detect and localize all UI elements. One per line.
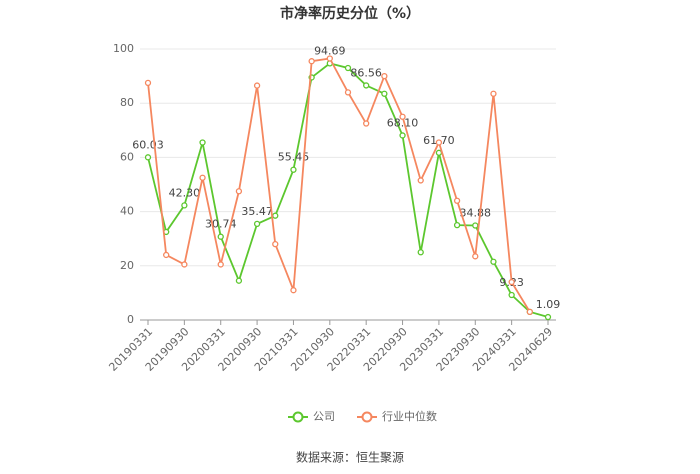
point xyxy=(344,89,352,96)
legend-marker xyxy=(292,411,304,423)
point xyxy=(181,202,188,209)
point xyxy=(363,82,370,89)
point xyxy=(381,90,388,97)
point xyxy=(435,139,443,146)
point xyxy=(235,277,243,284)
point xyxy=(453,197,461,204)
y-tick-label: 100 xyxy=(113,42,134,55)
point xyxy=(508,291,515,299)
point xyxy=(144,154,152,161)
data-label: 68.10 xyxy=(387,116,419,129)
point xyxy=(253,82,261,89)
point xyxy=(308,58,315,65)
point xyxy=(272,240,279,248)
point xyxy=(544,313,552,321)
series-line xyxy=(147,57,531,313)
point xyxy=(472,222,479,229)
source: 数据来源：恒生聚源 xyxy=(296,450,404,465)
data-label: 60.03 xyxy=(132,138,164,151)
point xyxy=(453,221,461,229)
y-tick-label: 60 xyxy=(120,150,134,163)
legend-label: 行业中位数 xyxy=(382,409,437,423)
data-label: 1.09 xyxy=(536,298,561,311)
point xyxy=(199,139,206,146)
data-label: 34.88 xyxy=(460,206,492,219)
point xyxy=(417,249,424,256)
point xyxy=(290,166,297,173)
series-line xyxy=(147,62,549,318)
point xyxy=(490,258,497,265)
point xyxy=(235,188,243,195)
point xyxy=(199,174,206,181)
data-label: 55.45 xyxy=(278,151,310,164)
point xyxy=(508,278,515,286)
data-label: 86.56 xyxy=(350,66,382,79)
legend-label: 公司 xyxy=(313,410,335,423)
point xyxy=(490,90,497,97)
point xyxy=(381,72,388,80)
point xyxy=(399,132,406,139)
data-label: 94.69 xyxy=(314,44,346,57)
data-label: 42.30 xyxy=(169,186,201,199)
point xyxy=(526,308,533,316)
point xyxy=(326,55,333,62)
point xyxy=(290,287,297,294)
y-tick-label: 80 xyxy=(120,96,134,109)
point xyxy=(181,261,188,268)
chart-title: 市净率历史分位（%） xyxy=(280,5,420,22)
point xyxy=(217,233,224,240)
point xyxy=(344,64,352,72)
point xyxy=(417,177,424,184)
point xyxy=(217,261,224,268)
point xyxy=(272,212,279,219)
point xyxy=(253,220,261,228)
point xyxy=(399,113,406,120)
y-tick-label: 40 xyxy=(120,205,134,218)
point xyxy=(163,251,170,259)
point xyxy=(472,253,479,260)
data-label: 35.47 xyxy=(241,205,273,218)
legend-marker xyxy=(361,411,373,423)
point xyxy=(363,120,370,127)
y-tick-label: 0 xyxy=(127,313,134,326)
point xyxy=(144,79,152,87)
y-tick-label: 20 xyxy=(120,259,134,272)
